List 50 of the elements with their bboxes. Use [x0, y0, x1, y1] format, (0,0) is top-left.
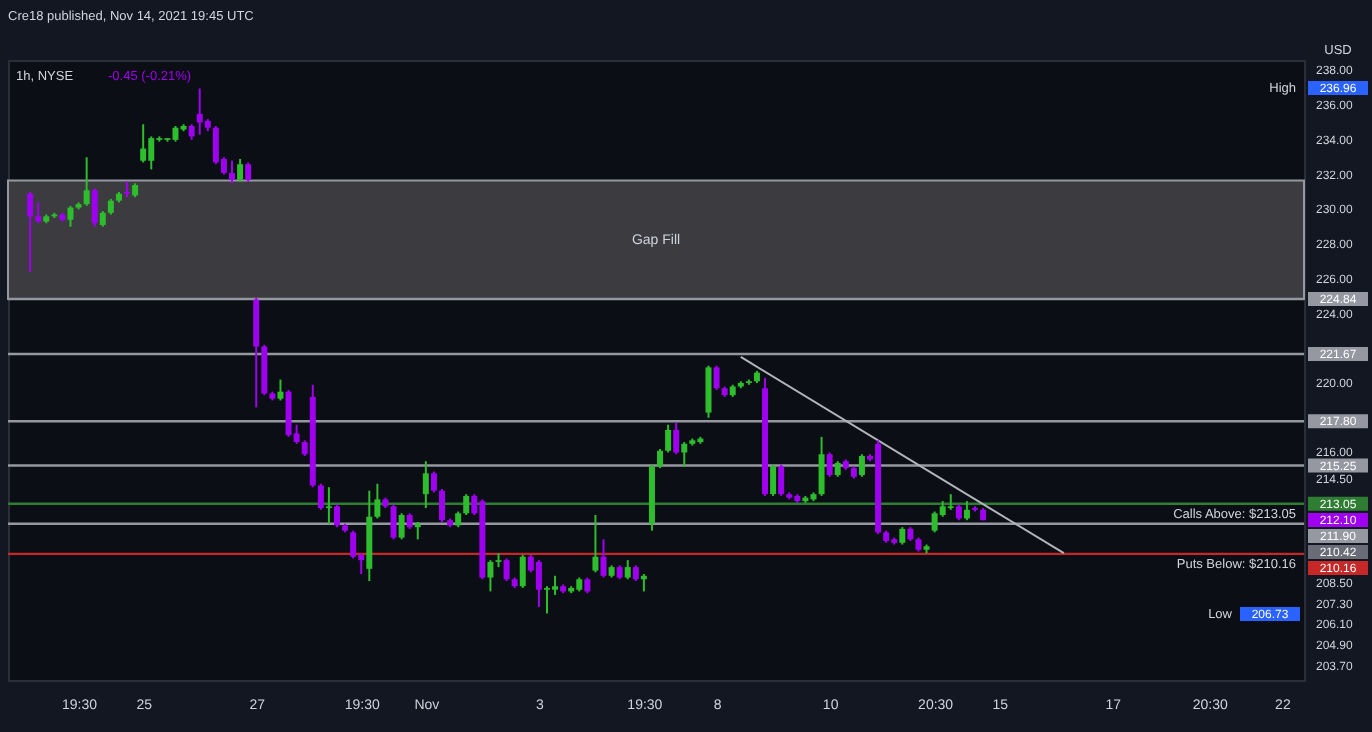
- candlestick: [325, 486, 332, 525]
- candlestick: [826, 451, 833, 478]
- candlestick: [35, 201, 42, 225]
- candlestick: [390, 503, 397, 541]
- candlestick: [438, 487, 445, 523]
- candlestick: [600, 538, 607, 579]
- candlestick: [229, 159, 236, 185]
- candlestick: [487, 559, 494, 593]
- candlestick: [552, 574, 559, 596]
- candlestick: [947, 493, 954, 511]
- candlestick: [543, 585, 550, 615]
- candlestick: [931, 510, 938, 534]
- candlestick: [261, 343, 268, 397]
- candlestick: [285, 388, 292, 438]
- candlestick: [463, 493, 470, 517]
- candlestick: [374, 482, 381, 520]
- candlestick: [624, 559, 631, 581]
- candlestick: [277, 378, 284, 402]
- candlestick: [535, 559, 542, 609]
- candlestick: [422, 460, 429, 510]
- candlestick: [858, 453, 865, 478]
- candlestick: [818, 435, 825, 497]
- candlestick: [237, 157, 244, 183]
- candlestick: [350, 529, 357, 560]
- candlestick: [503, 557, 510, 583]
- candlestick: [212, 124, 219, 166]
- candlestick: [317, 482, 324, 511]
- candlestick: [148, 135, 155, 171]
- candlestick: [705, 364, 712, 419]
- candlestick: [140, 123, 147, 164]
- candlestick: [673, 421, 680, 456]
- candlestick: [67, 204, 74, 228]
- candlestick: [778, 463, 785, 497]
- candlestick: [430, 470, 437, 494]
- candlestick: [245, 161, 252, 183]
- candlestick: [27, 190, 34, 273]
- candlestick: [91, 187, 98, 228]
- candlestick: [83, 156, 90, 207]
- candlestick: [713, 364, 720, 391]
- candlestick: [398, 512, 405, 541]
- candlestick: [963, 500, 970, 522]
- candlestick: [681, 441, 688, 468]
- candlestick: [592, 514, 599, 574]
- candlestick: [253, 296, 260, 409]
- candlestick: [196, 87, 203, 136]
- candlestick: [665, 423, 672, 454]
- candlestick: [519, 553, 526, 589]
- candlestick: [334, 503, 340, 529]
- candlestick: [770, 463, 777, 497]
- candlestick: [657, 448, 664, 470]
